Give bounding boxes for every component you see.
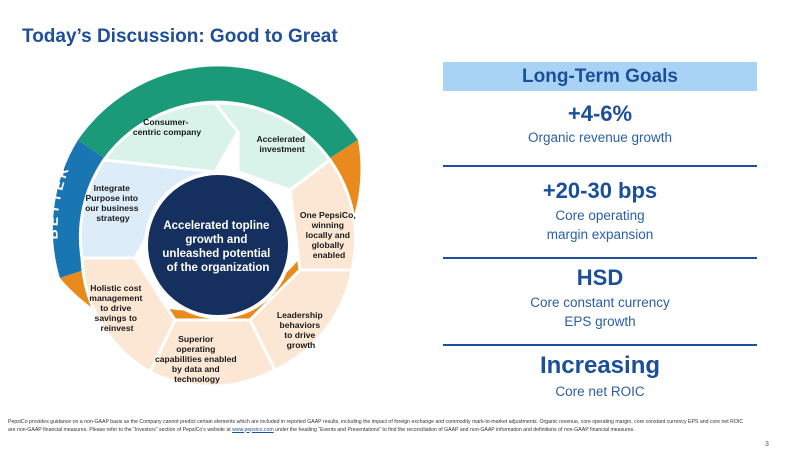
svg-text:Accelerated topline growth: Accelerated topline growth and unleashed… [162,220,273,274]
website-link[interactable]: www.pepsico.com [232,426,274,433]
svg-text:FASTER: FASTER [178,47,260,69]
goal-desc: Core net ROIC [555,384,645,399]
long-term-goals-header: Long-Term Goals [443,62,757,91]
goal-roic: Increasing Core net ROIC [443,350,757,401]
faster-ring [78,66,358,158]
label-onepepsico: One PepsiCo, winning locally and globall… [300,210,358,260]
goal-desc: margin expansion [546,227,654,242]
page-number: 3 [765,441,769,448]
goal-desc: Core operating [555,208,645,223]
center-line-2: growth and [185,234,247,246]
goal-value: +4-6% [567,101,633,126]
slide-title: Today’s Discussion: Good to Great [22,26,338,47]
center-line-1: Accelerated topline [163,220,269,232]
faster-label: FASTER [178,47,257,69]
goal-desc: Organic revenue growth [527,130,673,145]
goal-organic-revenue: +4-6% Organic revenue growth [443,100,757,147]
goal-eps: HSD Core constant currency EPS growth [443,263,757,331]
strategy-wheel: Accelerated topline growth and unleashed… [52,47,361,387]
better-ring [52,140,104,278]
goal-value: +20-30 bps [542,178,658,203]
goal-value: HSD [576,265,624,290]
center-circle [144,171,292,319]
label-investment: Accelerated investment [256,134,307,154]
label-cost: Holistic cost management to drive saving… [89,283,144,333]
footnote: PepsiCo provides guidance on a non-GAAP … [8,419,744,433]
goal-desc: Core constant currency [530,295,670,310]
label-operating: Superior operating capabilities enabled … [155,334,239,384]
divider [443,344,757,346]
goal-margin: +20-30 bps Core operating margin expansi… [443,176,757,244]
divider [443,257,757,259]
divider [443,165,757,167]
goal-desc: EPS growth [564,314,636,329]
goal-value: Increasing [539,352,661,379]
label-purpose: Integrate Purpose into our business stra… [85,183,141,223]
center-line-4: of the organization [167,262,270,274]
label-leadership: Leadership behaviors to drive growth [277,310,325,350]
label-consumer: Consumer- centric company [133,117,202,137]
center-line-3: unleashed potential [162,248,270,260]
